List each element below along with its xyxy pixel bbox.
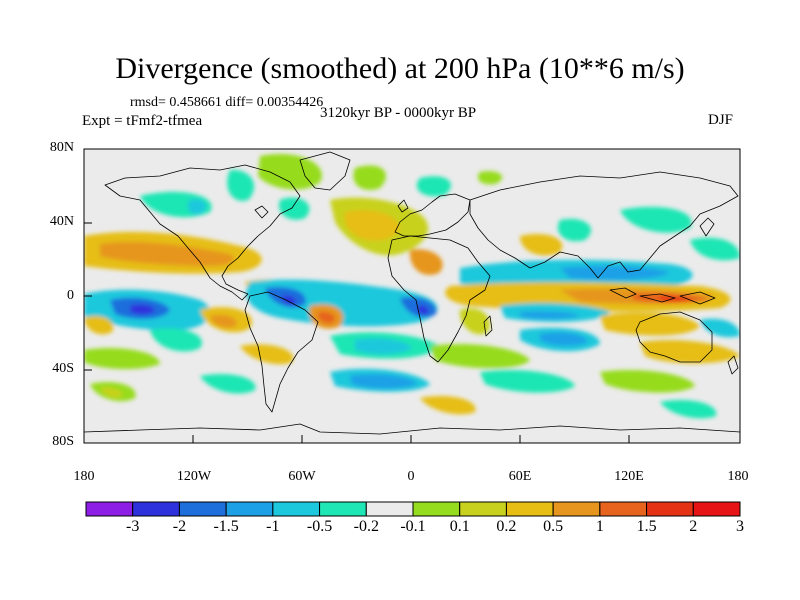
lon-label-60w: 60W [288, 469, 316, 484]
divergence-map [83, 148, 741, 444]
colorbar-label: 0.5 [543, 518, 564, 535]
lat-label-80s: 80S [52, 434, 74, 449]
lon-label-180w: 180 [73, 469, 95, 484]
lon-label-120e: 120E [614, 469, 644, 484]
colorbar-label: -0.1 [400, 518, 426, 535]
colorbar-label: -2 [172, 518, 187, 535]
lat-label-40n: 40N [49, 214, 74, 229]
lat-label-0: 0 [67, 288, 74, 303]
coastlines [84, 151, 740, 435]
colorbar-swatch [412, 501, 461, 517]
colorbar-label: 3 [736, 518, 744, 535]
colorbar-label: -0.2 [353, 518, 379, 535]
colorbar-swatch [225, 501, 274, 517]
colorbar-label: 1.5 [636, 518, 657, 535]
colorbar-label: -1 [266, 518, 280, 535]
lon-label-60e: 60E [508, 469, 532, 484]
colorbar-swatch [365, 501, 414, 517]
colorbar-swatch [319, 501, 367, 517]
colorbar-swatch [178, 501, 227, 517]
lon-label-120w: 120W [176, 469, 212, 484]
colorbar-label: 0.2 [496, 518, 517, 535]
colorbar-swatch [272, 501, 321, 517]
colorbar-swatch [459, 501, 507, 517]
colorbar-label: 2 [689, 518, 698, 535]
colorbar-swatch [646, 501, 694, 517]
colorbar-swatch [505, 501, 554, 517]
lon-label-0: 0 [407, 469, 415, 484]
colorbar-label: -1.5 [213, 518, 239, 535]
colorbar-swatch [85, 501, 134, 517]
period-label: 3120kyr BP - 0000kyr BP [320, 105, 477, 121]
lat-label-80n: 80N [49, 140, 74, 155]
colorbar-label: 0.1 [449, 518, 470, 535]
axis-ticks [83, 148, 741, 444]
colorbar [85, 501, 741, 517]
divergence-field [84, 153, 740, 419]
colorbar-swatch [599, 501, 648, 517]
colorbar-swatch [552, 501, 601, 517]
colorbar-label: -0.5 [306, 518, 333, 535]
colorbar-label: -3 [126, 518, 140, 535]
lon-label-180e: 180 [727, 469, 749, 484]
experiment-label: Expt = tFmf2-tfmea [82, 113, 203, 129]
colorbar-swatch [692, 501, 741, 517]
colorbar-label: 1 [595, 518, 604, 535]
stats-text: rmsd= 0.458661 diff= 0.00354426 [130, 95, 324, 110]
map-title: Divergence (smoothed) at 200 hPa (10**6 … [115, 52, 685, 85]
colorbar-swatch [132, 501, 180, 517]
lat-label-40s: 40S [52, 361, 74, 376]
season-label: DJF [708, 112, 734, 128]
